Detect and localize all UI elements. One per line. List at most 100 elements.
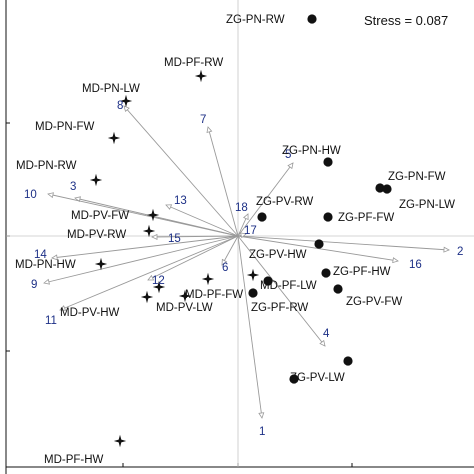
point-label-md-pn-rw: MD-PN-RW: [16, 160, 77, 172]
labels-layer: 123456789101112131415161718ZG-PN-RWZG-PN…: [15, 14, 463, 466]
vector-arrowhead-18: [243, 213, 249, 221]
vector-label-16: 16: [409, 259, 422, 271]
vector-label-12: 12: [152, 275, 165, 287]
vector-line-4: [237, 235, 326, 347]
vector-line-11: [59, 235, 239, 311]
vector-arrowhead-5: [287, 162, 294, 170]
vector-arrowhead-6: [221, 258, 228, 266]
vector-label-2: 2: [457, 246, 463, 258]
point-marker-md-pf-lw: [263, 276, 273, 286]
point-label-md-pf-hw: MD-PF-HW: [44, 454, 104, 466]
point-marker-zg-pn-hw: [323, 157, 333, 167]
vector-line-16: [237, 235, 399, 262]
vector-arrowhead-13: [165, 204, 173, 210]
vector-arrowhead-7: [206, 126, 213, 134]
point-marker-md-pn-hw: [94, 257, 108, 271]
point-marker-md-pv-rw: [142, 224, 156, 238]
stress-label: Stress = 0.087: [364, 13, 448, 28]
point-label-zg-pv-rw: ZG-PV-RW: [256, 196, 313, 208]
point-label-zg-pn-fw: ZG-PN-FW: [388, 171, 446, 183]
point-label-md-pv-hw: MD-PV-HW: [60, 307, 120, 319]
point-marker-md-pf-hw: [113, 434, 127, 448]
point-label-zg-pf-fw: ZG-PF-FW: [338, 212, 394, 224]
vector-line-1: [237, 235, 263, 419]
point-marker-md-pv-fw: [146, 208, 160, 222]
point-marker-zg-pv-fw: [333, 284, 343, 294]
vector-label-14: 14: [34, 249, 47, 261]
vector-arrowhead-1: [258, 412, 265, 419]
vector-arrowhead-16: [392, 257, 399, 264]
vector-label-5: 5: [285, 149, 291, 161]
point-marker-zg-pn-fw: [375, 183, 385, 193]
vector-label-6: 6: [222, 262, 228, 274]
point-label-md-pf-lw: MD-PF-LW: [260, 280, 317, 292]
vector-label-3: 3: [70, 181, 76, 193]
point-label-zg-pv-hw: ZG-PV-HW: [249, 249, 307, 261]
vector-line-6: [221, 235, 239, 266]
point-label-zg-pv-lw: ZG-PV-LW: [290, 372, 345, 384]
point-label-md-pv-fw: MD-PV-FW: [71, 210, 129, 222]
point-label-md-pn-hw: MD-PN-HW: [15, 259, 76, 271]
point-marker-md-pf-lw-star: [246, 268, 260, 282]
vector-label-9: 9: [31, 279, 37, 291]
point-label-md-pn-lw: MD-PN-LW: [82, 83, 140, 95]
point-marker-md-pf-fw-b: [178, 289, 192, 303]
point-marker-zg-pv-hw: [314, 239, 324, 249]
point-label-md-pf-rw: MD-PF-RW: [164, 57, 223, 69]
vector-line-8: [123, 105, 239, 237]
vector-label-4: 4: [323, 328, 330, 340]
point-marker-md-pv-lw: [152, 280, 166, 294]
point-marker-md-pv-hw: [140, 290, 154, 304]
point-marker-zg-pf-hw: [321, 268, 331, 278]
vector-line-12: [147, 235, 239, 281]
point-marker-zg-pn-lw: [382, 184, 392, 194]
vector-arrowhead-17: [240, 232, 247, 239]
point-label-md-pv-rw: MD-PV-RW: [67, 229, 126, 241]
vector-arrowhead-2: [443, 246, 450, 253]
point-marker-zg-pv-rw: [257, 212, 267, 222]
vector-line-10: [47, 193, 239, 237]
vector-line-15: [151, 235, 239, 238]
vector-arrowhead-12: [147, 274, 155, 281]
point-marker-md-pn-lw: [119, 94, 133, 108]
point-marker-zg-pn-rw: [307, 14, 317, 24]
vector-arrowhead-4: [319, 339, 326, 347]
point-label-zg-pn-hw: ZG-PN-HW: [282, 145, 341, 157]
vector-arrowhead-8: [123, 105, 130, 113]
vector-line-14: [51, 235, 239, 259]
vectors-layer: [43, 105, 450, 419]
vector-arrowhead-15: [151, 233, 158, 240]
vector-line-5: [237, 162, 294, 237]
vector-label-15: 15: [168, 233, 181, 245]
point-label-zg-pf-rw: ZG-PF-RW: [251, 302, 308, 314]
vector-label-13: 13: [174, 195, 187, 207]
vector-label-7: 7: [200, 114, 206, 126]
vector-arrowhead-9: [43, 278, 50, 285]
point-label-zg-pv-fw: ZG-PV-FW: [346, 296, 402, 308]
vector-label-10: 10: [24, 189, 37, 201]
point-label-zg-pn-lw: ZG-PN-LW: [399, 199, 455, 211]
vector-line-7: [207, 126, 239, 237]
vector-arrowhead-11: [59, 305, 67, 311]
points-layer: [89, 14, 392, 448]
point-marker-zg-pv-lw: [289, 374, 299, 384]
point-marker-md-pn-rw: [89, 173, 103, 187]
point-label-zg-pn-rw: ZG-PN-RW: [226, 14, 285, 26]
vector-arrowhead-14: [51, 254, 58, 261]
vector-label-18: 18: [235, 202, 248, 214]
point-marker-zg-pf-fw: [323, 212, 333, 222]
vector-label-11: 11: [45, 315, 57, 327]
point-label-md-pn-fw: MD-PN-FW: [35, 121, 95, 133]
vector-line-9: [43, 235, 239, 284]
point-marker-md-pf-fw: [201, 272, 215, 286]
vector-arrowhead-10: [47, 192, 54, 199]
vector-line-2: [237, 235, 450, 251]
point-marker-zg-pv-lw-a: [343, 356, 353, 366]
vector-label-8: 8: [117, 100, 123, 112]
vector-line-13: [165, 204, 239, 237]
point-marker-md-pf-rw: [194, 69, 208, 83]
point-label-md-pf-fw: MD-PF-FW: [185, 289, 243, 301]
point-marker-zg-pf-rw: [248, 288, 258, 298]
vector-arrowhead-3: [74, 196, 81, 203]
